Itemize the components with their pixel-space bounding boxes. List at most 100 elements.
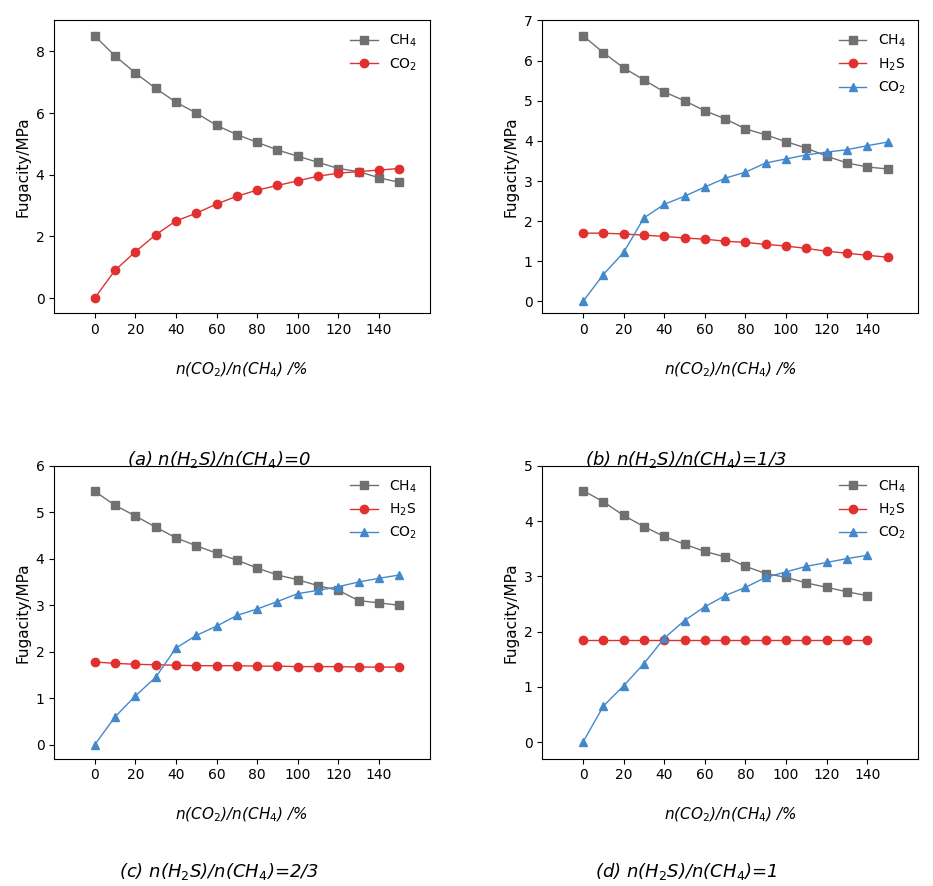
CH$_4$ (659, 532, 670, 542)
CO$_2$ (211, 621, 222, 632)
CH$_4$ (598, 496, 609, 507)
CH$_4$ (659, 87, 670, 97)
Y-axis label: Fugacity/MPa: Fugacity/MPa (15, 117, 30, 217)
CO$_2$ (150, 672, 161, 682)
CH$_4$ (313, 157, 324, 167)
Line: CH$_4$: CH$_4$ (91, 32, 403, 187)
CH$_4$ (394, 177, 405, 188)
CH$_4$ (272, 144, 283, 155)
H$_2$S (292, 661, 303, 672)
CH$_4$ (353, 167, 364, 177)
CO$_2$ (842, 144, 853, 155)
H$_2$S (780, 241, 791, 252)
CH$_4$ (760, 129, 772, 140)
CH$_4$ (333, 585, 344, 595)
CH$_4$ (699, 105, 710, 116)
CO$_2$ (353, 577, 364, 587)
CO$_2$ (231, 191, 243, 202)
CH$_4$ (821, 582, 832, 593)
CO$_2$ (679, 615, 690, 626)
CO$_2$ (394, 570, 405, 580)
H$_2$S (679, 233, 690, 244)
Line: CH$_4$: CH$_4$ (578, 486, 871, 600)
CO$_2$ (130, 246, 141, 257)
H$_2$S (760, 239, 772, 250)
Line: H$_2$S: H$_2$S (91, 657, 403, 672)
H$_2$S (109, 658, 120, 669)
CH$_4$ (882, 164, 893, 175)
CO$_2$ (699, 182, 710, 192)
Line: H$_2$S: H$_2$S (578, 635, 871, 644)
CO$_2$ (740, 167, 751, 177)
CH$_4$ (719, 113, 731, 124)
CO$_2$ (679, 191, 690, 202)
H$_2$S (578, 634, 589, 645)
H$_2$S (821, 246, 832, 257)
Line: CO$_2$: CO$_2$ (91, 164, 403, 302)
CO$_2$ (373, 165, 384, 175)
CH$_4$ (252, 563, 263, 573)
Text: (d) $n$(H$_2$S)/$n$(CH$_4$)=1: (d) $n$(H$_2$S)/$n$(CH$_4$)=1 (594, 861, 777, 882)
CH$_4$ (394, 600, 405, 610)
H$_2$S (842, 248, 853, 259)
CH$_4$ (679, 539, 690, 549)
Line: H$_2$S: H$_2$S (578, 229, 892, 261)
H$_2$S (272, 661, 283, 672)
CO$_2$ (578, 296, 589, 307)
CH$_4$ (373, 597, 384, 608)
H$_2$S (638, 229, 649, 240)
Text: $n$(CO$_2$)/$n$(CH$_4$) /%: $n$(CO$_2$)/$n$(CH$_4$) /% (663, 805, 797, 824)
H$_2$S (211, 660, 222, 671)
H$_2$S (862, 634, 873, 645)
CH$_4$ (699, 546, 710, 556)
Legend: CH$_4$, H$_2$S, CO$_2$: CH$_4$, H$_2$S, CO$_2$ (345, 473, 423, 547)
CO$_2$ (862, 140, 873, 151)
CO$_2$ (313, 585, 324, 595)
H$_2$S (231, 660, 243, 671)
H$_2$S (190, 660, 202, 671)
Text: (b) $n$(H$_2$S)/$n$(CH$_4$)=1/3: (b) $n$(H$_2$S)/$n$(CH$_4$)=1/3 (585, 449, 787, 470)
CH$_4$ (578, 486, 589, 496)
H$_2$S (801, 634, 812, 645)
H$_2$S (699, 634, 710, 645)
CH$_4$ (292, 574, 303, 585)
CH$_4$ (719, 552, 731, 563)
CO$_2$ (598, 701, 609, 711)
H$_2$S (353, 662, 364, 672)
CH$_4$ (130, 67, 141, 78)
CH$_4$ (760, 568, 772, 579)
CO$_2$ (373, 573, 384, 584)
CO$_2$ (130, 690, 141, 701)
CH$_4$ (618, 63, 629, 74)
H$_2$S (719, 634, 731, 645)
H$_2$S (638, 634, 649, 645)
H$_2$S (171, 660, 182, 671)
H$_2$S (740, 237, 751, 248)
CO$_2$ (231, 610, 243, 621)
CO$_2$ (638, 658, 649, 669)
H$_2$S (150, 659, 161, 670)
H$_2$S (598, 228, 609, 238)
CO$_2$ (659, 199, 670, 210)
CO$_2$ (760, 158, 772, 168)
CO$_2$ (150, 229, 161, 240)
CO$_2$ (862, 550, 873, 561)
H$_2$S (578, 228, 589, 238)
Legend: CH$_4$, CO$_2$: CH$_4$, CO$_2$ (345, 27, 423, 78)
Text: (a) $n$(H$_2$S)/$n$(CH$_4$)=0: (a) $n$(H$_2$S)/$n$(CH$_4$)=0 (127, 449, 312, 470)
CH$_4$ (618, 510, 629, 521)
CH$_4$ (150, 83, 161, 94)
CH$_4$ (252, 137, 263, 148)
CO$_2$ (760, 572, 772, 583)
Text: $n$(CO$_2$)/$n$(CH$_4$) /%: $n$(CO$_2$)/$n$(CH$_4$) /% (663, 361, 797, 378)
CO$_2$ (171, 215, 182, 226)
CH$_4$ (862, 161, 873, 172)
CO$_2$ (780, 153, 791, 164)
CH$_4$ (740, 561, 751, 571)
CH$_4$ (190, 540, 202, 551)
CH$_4$ (292, 151, 303, 161)
CO$_2$ (699, 602, 710, 612)
CH$_4$ (842, 158, 853, 168)
CH$_4$ (780, 572, 791, 583)
CO$_2$ (659, 633, 670, 643)
